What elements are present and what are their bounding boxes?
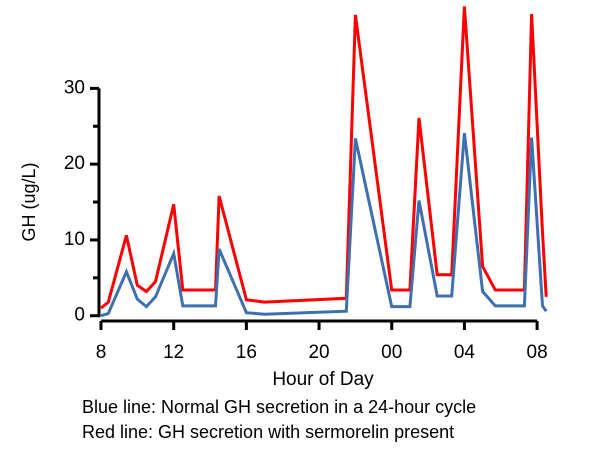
x-tick-label: 8 (96, 342, 107, 363)
x-tick-label: 20 (308, 342, 329, 363)
caption: Blue line: Normal GH secretion in a 24-h… (82, 397, 476, 417)
x-tick-label: 12 (163, 342, 184, 363)
x-tick-label: 00 (381, 342, 402, 363)
y-tick-label: 0 (74, 305, 85, 326)
data-line (100, 6, 548, 310)
x-tick-label: 08 (527, 342, 548, 363)
x-tick-label: 16 (236, 342, 257, 363)
y-tick-label: 30 (64, 77, 85, 98)
y-tick-label: 10 (64, 229, 85, 250)
y-axis-label: GH (ug/L) (19, 162, 39, 241)
data-line (100, 132, 548, 318)
y-tick-label: 20 (64, 153, 85, 174)
x-axis-label: Hour of Day (272, 369, 374, 390)
caption: Red line: GH secretion with sermorelin p… (82, 422, 454, 442)
x-tick-label: 04 (454, 342, 476, 363)
